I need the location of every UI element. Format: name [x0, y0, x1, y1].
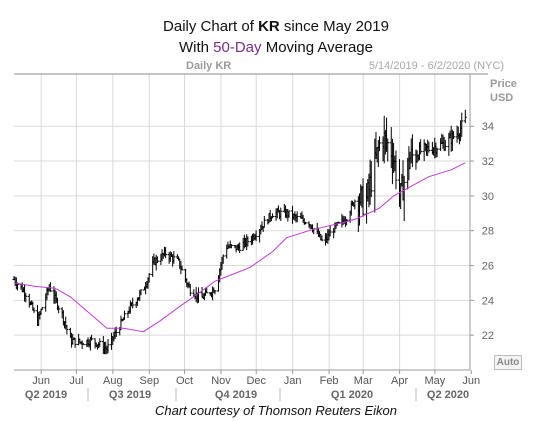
quarter-label: Q4 2019 — [215, 389, 257, 401]
x-tick-label: Mar — [354, 375, 373, 387]
date-range-label: 5/14/2019 - 6/2/2020 (NYC) — [368, 60, 504, 72]
chart-credit: Chart courtesy of Thomson Reuters Eikon — [154, 403, 398, 418]
price-bars — [12, 109, 467, 355]
x-tick-label: Sep — [139, 375, 159, 387]
y-tick-labels: 22 24 26 28 30 32 34 — [482, 121, 494, 342]
x-tick-label: Jan — [284, 375, 302, 387]
chart-title: Daily Chart of KR since May 2019 — [163, 18, 389, 35]
x-tick-label: May — [424, 375, 445, 387]
y-tick-label: 30 — [482, 191, 494, 203]
y-tick-label: 34 — [482, 121, 494, 133]
quarter-label: Q2 2019 — [25, 389, 67, 401]
y-tick-label: 28 — [482, 226, 494, 238]
currency-label: USD — [490, 92, 514, 104]
axes — [14, 73, 488, 401]
ticker-symbol: KR — [258, 18, 280, 35]
x-tick-label: Jul — [69, 375, 83, 387]
x-tick-label: Nov — [211, 375, 231, 387]
x-tick-label: Jun — [32, 375, 50, 387]
y-tick-label: 26 — [482, 261, 494, 273]
y-tick-label: 24 — [482, 295, 494, 307]
y-tick-label: 32 — [482, 156, 494, 168]
x-tick-label: Feb — [320, 375, 339, 387]
ma-label: 50-Day — [213, 39, 262, 56]
y-tick-label: 22 — [482, 330, 494, 342]
quarter-label: Q3 2019 — [109, 389, 151, 401]
x-tick-labels: Jun Jul Aug Sep Oct Nov Dec Jan Feb Mar Apr May Jun — [32, 375, 480, 387]
quarter-labels: Q2 2019 Q3 2019 Q4 2019 Q1 2020 Q2 2020 — [25, 389, 469, 401]
moving-average-line — [13, 162, 466, 333]
chart-subtitle: With 50-Day Moving Average — [179, 39, 373, 56]
auto-scale-button[interactable]: Auto — [494, 355, 522, 370]
price-axis-label: Price — [490, 78, 517, 90]
x-tick-label: Aug — [103, 375, 123, 387]
x-tick-label: Apr — [391, 375, 408, 387]
quarter-label: Q1 2020 — [331, 389, 373, 401]
x-tick-label: Jun — [462, 375, 480, 387]
grid-lines — [14, 74, 470, 370]
x-tick-label: Dec — [246, 375, 266, 387]
panel-label: Daily KR — [186, 60, 232, 72]
quarter-label: Q2 2020 — [427, 389, 469, 401]
x-tick-label: Oct — [176, 375, 193, 387]
